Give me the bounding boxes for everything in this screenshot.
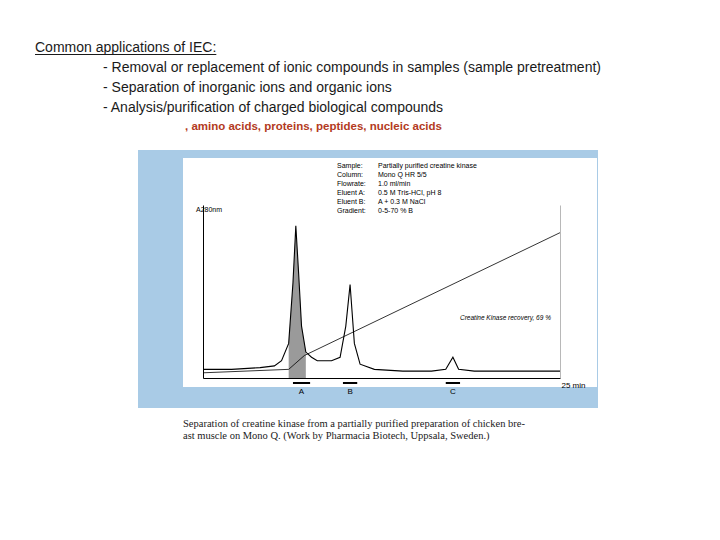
fraction-label: C (450, 387, 456, 396)
gradient-line (203, 233, 560, 373)
y2-axis-line (560, 206, 561, 379)
fraction-bar (446, 382, 460, 384)
fraction-bar (343, 382, 357, 384)
bullet: - Separation of inorganic ions and organ… (103, 79, 392, 95)
method-value: 0-5-70 % B (378, 207, 413, 214)
y-axis-line (203, 206, 204, 379)
caption: Separation of creatine kinase from a par… (183, 418, 525, 429)
method-value: A + 0.3 M NaCl (378, 198, 426, 205)
x-tick-label: 25 min (562, 381, 586, 390)
method-label: Flowrate: (337, 180, 366, 187)
method-label: Sample: (337, 162, 363, 170)
slide: Common applications of IEC: - Removal or … (0, 0, 720, 540)
method-value: Mono Q HR 5/5 (378, 171, 427, 179)
absorbance-trace (203, 226, 560, 371)
bullet: - Removal or replacement of ionic compou… (103, 59, 601, 75)
fraction-label: A (299, 387, 305, 396)
method-label: Eluent A: (337, 189, 365, 196)
method-label: Eluent B: (337, 198, 365, 205)
sub-bullet: , amino acids, proteins, peptides, nucle… (185, 120, 442, 132)
heading-underline (35, 54, 216, 55)
fraction-label: B (347, 387, 352, 396)
heading: Common applications of IEC: (35, 39, 216, 55)
method-value: 0.5 M Tris-HCl, pH 8 (378, 189, 442, 197)
bullet: - Analysis/purification of charged biolo… (103, 99, 443, 115)
y-axis-title: A280nm (196, 206, 222, 213)
method-value: 1.0 ml/min (378, 180, 410, 187)
method-label: Column: (337, 171, 363, 178)
y-axis (203, 206, 204, 379)
method-label: Gradient: (337, 207, 366, 214)
y2-axis (560, 206, 561, 379)
x-axis-line (204, 378, 561, 379)
method-value: Partially purified creatine kinase (378, 162, 477, 170)
caption: ast muscle on Mono Q. (Work by Pharmacia… (183, 430, 490, 442)
x-tick: 25 min (561, 378, 586, 390)
figure-frame (138, 150, 598, 408)
figure-panel (183, 158, 597, 387)
plot-marks (203, 226, 560, 378)
x-axis: 25 min (204, 378, 586, 390)
annotation: Creatine Kinase recovery, 69 % (460, 314, 551, 322)
chart: 25 min A280nm A B C Sample: Partially purified… (196, 162, 586, 396)
fraction-bar (293, 382, 310, 384)
